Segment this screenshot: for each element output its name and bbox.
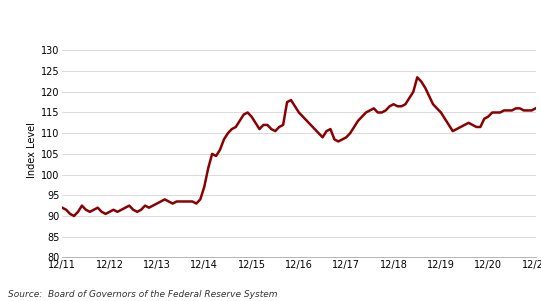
Text: U.S. Dollar Trade-Weighted Index: U.S. Dollar Trade-Weighted Index (6, 14, 290, 29)
Text: Source:  Board of Governors of the Federal Reserve System: Source: Board of Governors of the Federa… (8, 290, 278, 299)
Y-axis label: Index Level: Index Level (27, 122, 37, 178)
